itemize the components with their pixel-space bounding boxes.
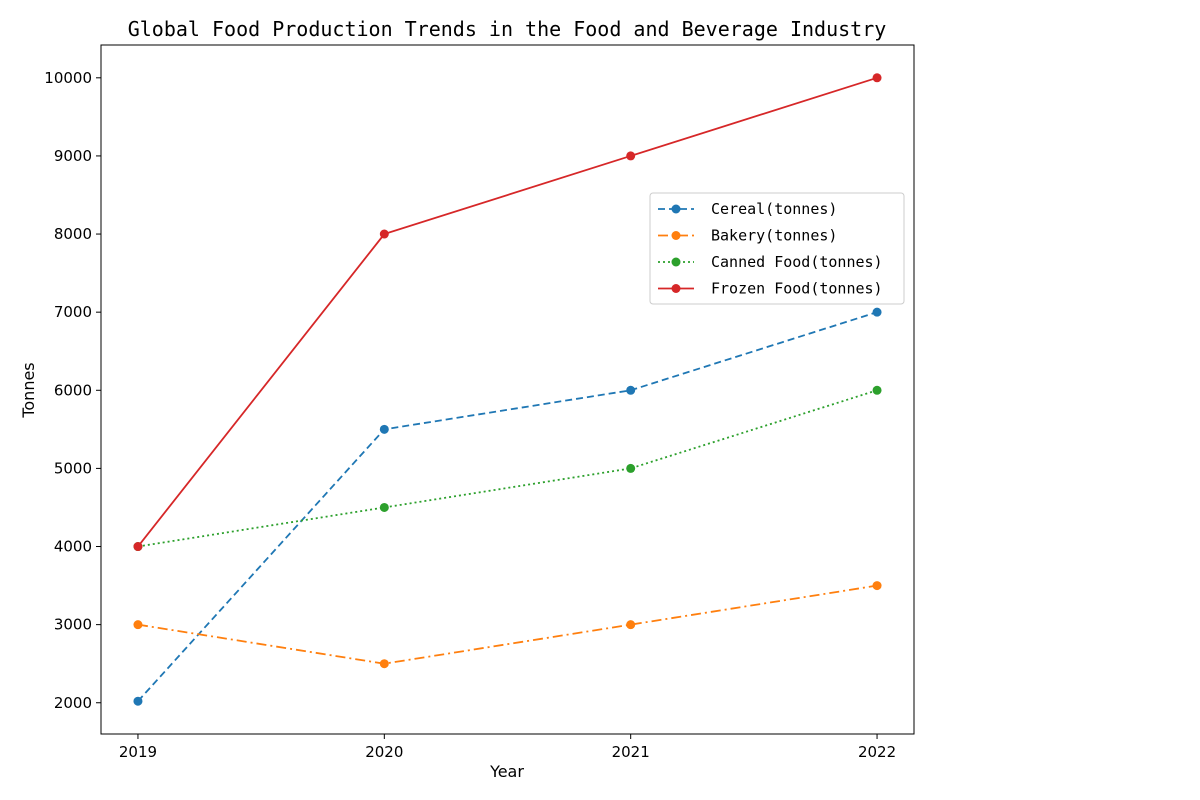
plot-area: 2019 2020 2021 2022 2000 3000 4000 5000 6000 7000… [44, 44, 915, 761]
y-tick-label: 8000 [54, 225, 92, 243]
data-point [872, 307, 882, 317]
legend-marker [671, 284, 681, 293]
y-tick-label: 7000 [54, 303, 92, 321]
data-point [626, 151, 636, 161]
data-point [379, 502, 389, 512]
data-point [872, 385, 882, 395]
data-point [133, 542, 143, 552]
data-point [133, 696, 143, 706]
plot-frame [100, 44, 915, 735]
y-axis-label: Tonnes [19, 362, 38, 418]
legend-item: Canned Food(tonnes) [658, 253, 883, 271]
series-line [137, 584, 878, 665]
y-tick-label: 9000 [54, 147, 92, 165]
series-1 [133, 581, 882, 669]
legend-item: Frozen Food(tonnes) [658, 280, 883, 298]
y-tick-label: 3000 [54, 616, 92, 634]
y-tick-label: 5000 [54, 459, 92, 477]
series-line [137, 311, 878, 702]
x-tick-label: 2020 [365, 743, 403, 761]
legend-item: Bakery(tonnes) [658, 227, 837, 245]
data-point [379, 229, 389, 239]
legend-label: Cereal(tonnes) [711, 200, 837, 218]
data-point [626, 620, 636, 630]
data-point [872, 581, 882, 591]
legend-label: Frozen Food(tonnes) [711, 280, 883, 298]
series-line [137, 76, 878, 548]
x-tick-label: 2019 [119, 743, 157, 761]
x-tick-label: 2021 [612, 743, 650, 761]
y-tick-label: 6000 [54, 381, 92, 399]
series-0 [133, 307, 882, 706]
data-point [626, 463, 636, 473]
series-line [137, 389, 878, 548]
y-tick-label: 2000 [54, 694, 92, 712]
data-point [133, 620, 143, 630]
legend-label: Bakery(tonnes) [711, 227, 837, 245]
y-tick-label: 10000 [44, 69, 92, 87]
legend-box [649, 192, 905, 305]
series-3 [133, 73, 882, 552]
data-point [626, 385, 636, 395]
x-tick-label: 2022 [858, 743, 896, 761]
x-axis-label: Year [489, 762, 524, 781]
legend-label: Canned Food(tonnes) [711, 253, 883, 271]
y-tick-label: 4000 [54, 538, 92, 556]
legend-item: Cereal(tonnes) [658, 200, 837, 218]
legend: Cereal(tonnes) Bakery(tonnes) Canned Food(… [649, 192, 905, 305]
legend-marker [671, 231, 681, 240]
chart-title: Global Food Production Trends in the Foo… [128, 17, 887, 41]
data-point [379, 659, 389, 669]
legend-marker [671, 204, 681, 214]
data-point [872, 73, 882, 83]
data-point [379, 424, 389, 434]
legend-marker [671, 257, 681, 267]
